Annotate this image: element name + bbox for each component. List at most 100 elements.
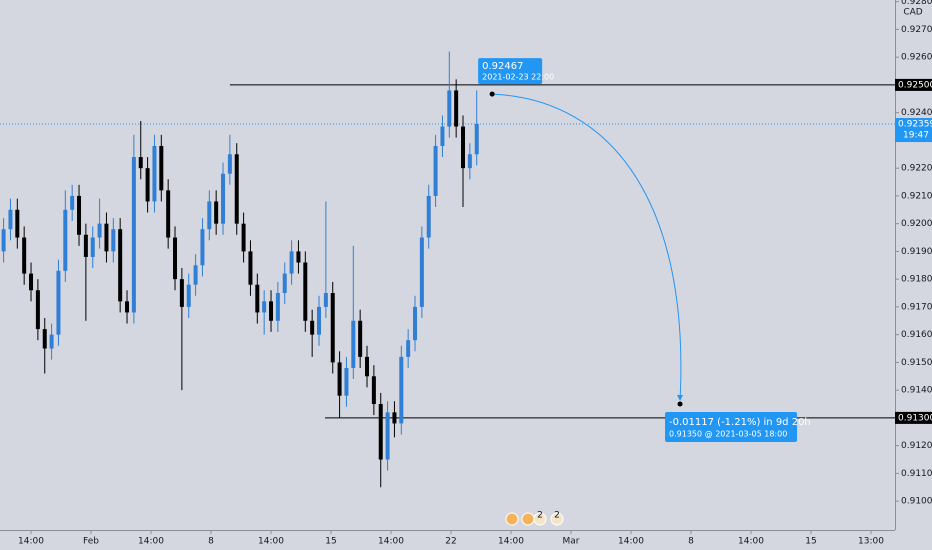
candle-body bbox=[145, 168, 150, 202]
price-tag-label: 0.91300 bbox=[898, 413, 932, 423]
currency-label: CAD bbox=[903, 8, 922, 18]
candle-body bbox=[323, 293, 328, 307]
candle-body bbox=[152, 145, 157, 202]
candle-body bbox=[77, 195, 82, 235]
candle-body bbox=[317, 306, 322, 335]
end-detail: 0.91350 @ 2021-03-05 18:00 bbox=[669, 430, 787, 439]
candle-body bbox=[49, 334, 54, 349]
candle-body bbox=[461, 126, 466, 169]
candle-body bbox=[29, 273, 34, 291]
candle-body bbox=[200, 229, 205, 266]
projection-arc bbox=[492, 93, 682, 401]
candle-body bbox=[337, 362, 342, 396]
candle-body bbox=[42, 329, 47, 349]
candle-body bbox=[344, 367, 349, 396]
candle-body bbox=[385, 412, 390, 460]
candle-body bbox=[234, 154, 239, 224]
candle-body bbox=[392, 412, 397, 424]
start-callout bbox=[478, 58, 543, 85]
price-tag bbox=[895, 78, 932, 91]
candle-body bbox=[8, 209, 13, 230]
candle-body bbox=[35, 290, 40, 330]
candle-body bbox=[118, 229, 123, 302]
candle-body bbox=[63, 209, 68, 271]
candle-body bbox=[214, 201, 219, 224]
event-badge-count: 2 bbox=[537, 511, 543, 521]
projection-end-point bbox=[677, 401, 683, 407]
candle-body bbox=[419, 237, 424, 307]
candle-body bbox=[474, 124, 479, 155]
y-tick-label: 0.92800 bbox=[901, 0, 932, 7]
price-tag bbox=[895, 411, 932, 424]
x-tick-label: 14:00 bbox=[738, 537, 764, 547]
candle-body bbox=[159, 145, 164, 191]
candle-body bbox=[467, 154, 472, 169]
x-tick-label: 8 bbox=[208, 537, 214, 547]
candle-body bbox=[221, 173, 226, 224]
candle-body bbox=[248, 251, 253, 285]
candle-body bbox=[186, 284, 191, 307]
candle-body bbox=[440, 126, 445, 146]
x-tick-label: 22 bbox=[445, 537, 456, 547]
candle-body bbox=[179, 279, 184, 307]
candle-body bbox=[15, 209, 20, 238]
candle-body bbox=[262, 301, 267, 313]
candle-body bbox=[111, 229, 116, 252]
candle-body bbox=[138, 157, 143, 169]
price-tag-label: 0.92500 bbox=[898, 80, 932, 90]
candle-body bbox=[282, 273, 287, 294]
x-tick-label: 14:00 bbox=[378, 537, 404, 547]
candle-body bbox=[255, 284, 260, 313]
x-tick-label: Feb bbox=[83, 537, 99, 547]
candle-body bbox=[371, 376, 376, 405]
event-icon bbox=[521, 512, 535, 526]
event-badge-count: 2 bbox=[554, 511, 560, 521]
end-change: -0.01117 (-1.21%) in 9d 20h bbox=[669, 417, 811, 428]
x-tick-label: 13:00 bbox=[858, 537, 884, 547]
candle-body bbox=[406, 340, 411, 357]
candle-body bbox=[433, 145, 438, 196]
candle-body bbox=[289, 251, 294, 274]
countdown-label: 19:47 bbox=[903, 131, 929, 141]
x-tick-label: 15 bbox=[325, 537, 336, 547]
x-tick-label: 8 bbox=[688, 537, 694, 547]
candle-body bbox=[131, 157, 136, 313]
candle-body bbox=[227, 154, 232, 174]
x-tick-label: 15 bbox=[805, 537, 816, 547]
x-tick-label: 14:00 bbox=[18, 537, 44, 547]
candle-body bbox=[330, 293, 335, 363]
candle-body bbox=[70, 195, 75, 210]
projection-start-point bbox=[489, 91, 495, 97]
start-price: 0.92467 bbox=[482, 61, 523, 72]
x-tick-label: Mar bbox=[563, 537, 580, 547]
start-date: 2021-02-23 22:00 bbox=[482, 73, 554, 82]
candle-body bbox=[97, 223, 102, 238]
candle-body bbox=[303, 262, 308, 321]
candle-body bbox=[275, 293, 280, 321]
candle-body bbox=[358, 320, 363, 357]
end-callout bbox=[665, 412, 798, 443]
projection-arrowhead bbox=[677, 395, 684, 402]
candle-body bbox=[447, 90, 452, 127]
candle-body bbox=[56, 270, 61, 335]
candle-body bbox=[241, 223, 246, 252]
candle-body bbox=[90, 237, 95, 257]
current-price-label: 0.92359 bbox=[898, 120, 932, 130]
x-tick-label: 14:00 bbox=[138, 537, 164, 547]
candle-body bbox=[413, 306, 418, 341]
event-icon bbox=[505, 512, 519, 526]
current-price-tag bbox=[895, 118, 932, 143]
